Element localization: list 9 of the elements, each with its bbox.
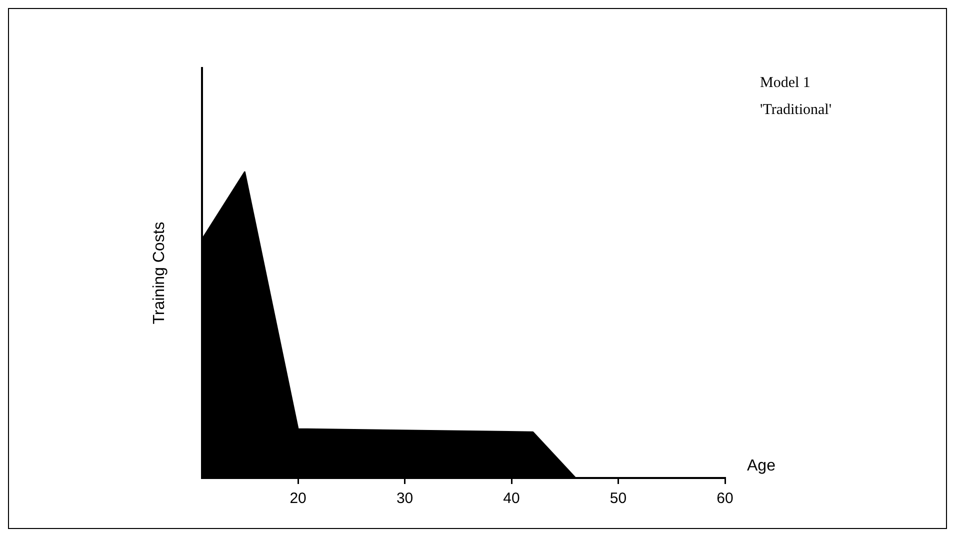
x-tick-label: 60 [716,490,734,508]
x-tick-label: 20 [290,490,306,508]
text: Model 1 [760,74,810,91]
x-axis-title: Age [747,457,776,474]
x-tick-label: 30 [396,490,414,508]
x-tick-label: 50 [610,490,627,508]
x-tick-label: 40 [503,490,520,508]
y-axis-title: Training Costs [151,222,168,324]
text: 'Traditional' [760,102,832,118]
